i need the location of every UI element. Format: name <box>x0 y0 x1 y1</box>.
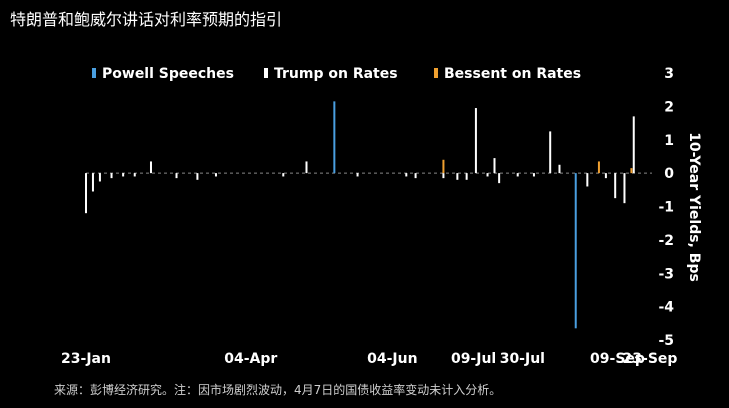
bar <box>405 173 408 177</box>
x-tick-label: 09-Jul <box>451 351 496 367</box>
bar <box>549 131 552 174</box>
x-tick-label: 09-Sep <box>590 351 645 367</box>
x-tick-label: 23-Jan <box>61 351 111 367</box>
bar <box>486 173 489 177</box>
bar <box>614 173 617 199</box>
y-tick-label: -4 <box>658 300 674 316</box>
legend-swatch <box>434 68 438 78</box>
bar <box>465 173 468 180</box>
bar <box>282 173 285 177</box>
y-tick-label: -5 <box>658 333 674 349</box>
chart-title: 特朗普和鲍威尔讲话对利率预期的指引 <box>10 10 283 29</box>
legend-label: Bessent on Rates <box>444 66 581 82</box>
bar <box>558 164 561 174</box>
legend-label: Powell Speeches <box>102 66 234 82</box>
legend-swatch <box>264 68 268 78</box>
bar <box>474 108 477 174</box>
bar <box>110 173 113 179</box>
bar <box>498 173 501 184</box>
bar <box>149 161 152 174</box>
bar <box>356 173 359 177</box>
x-tick-label: 04-Apr <box>224 351 277 367</box>
bar <box>597 161 600 174</box>
y-tick-label: 1 <box>664 133 674 149</box>
bar <box>632 116 635 174</box>
bar <box>516 173 519 177</box>
bar <box>305 161 308 174</box>
bar <box>214 173 217 177</box>
bar <box>630 168 633 174</box>
bar <box>414 173 417 179</box>
bar <box>196 173 199 180</box>
y-tick-label: -2 <box>658 233 674 249</box>
x-tick-label: 30-Jul <box>500 351 545 367</box>
bar <box>586 173 589 187</box>
x-tick-label: 23-Sep <box>623 351 678 367</box>
bar <box>442 173 445 179</box>
bar <box>175 173 178 179</box>
bar <box>133 173 136 177</box>
y-tick-label: 0 <box>664 166 674 182</box>
y-tick-label: -1 <box>658 200 674 216</box>
bar <box>122 173 125 177</box>
bar <box>623 173 626 204</box>
bar <box>98 173 101 182</box>
bar <box>91 173 94 192</box>
bar <box>442 159 445 174</box>
bar <box>574 173 577 329</box>
x-tick-label: 04-Jun <box>367 351 417 367</box>
source-note: 来源：彭博经济研究。注：因市场剧烈波动，4月7日的国债收益率变动未计入分析。 <box>54 383 502 397</box>
y-tick-label: 2 <box>664 99 674 115</box>
y-axis-title: 10-Year Yields, Bps <box>686 132 702 282</box>
bar <box>85 173 87 214</box>
y-tick-label: 3 <box>664 66 674 82</box>
legend-label: Trump on Rates <box>274 66 398 82</box>
bar <box>604 173 607 179</box>
bar <box>333 101 336 174</box>
bar <box>493 158 496 174</box>
bar <box>456 173 459 180</box>
bar <box>532 173 535 177</box>
y-tick-label: -3 <box>658 266 674 282</box>
legend-swatch <box>92 68 96 78</box>
